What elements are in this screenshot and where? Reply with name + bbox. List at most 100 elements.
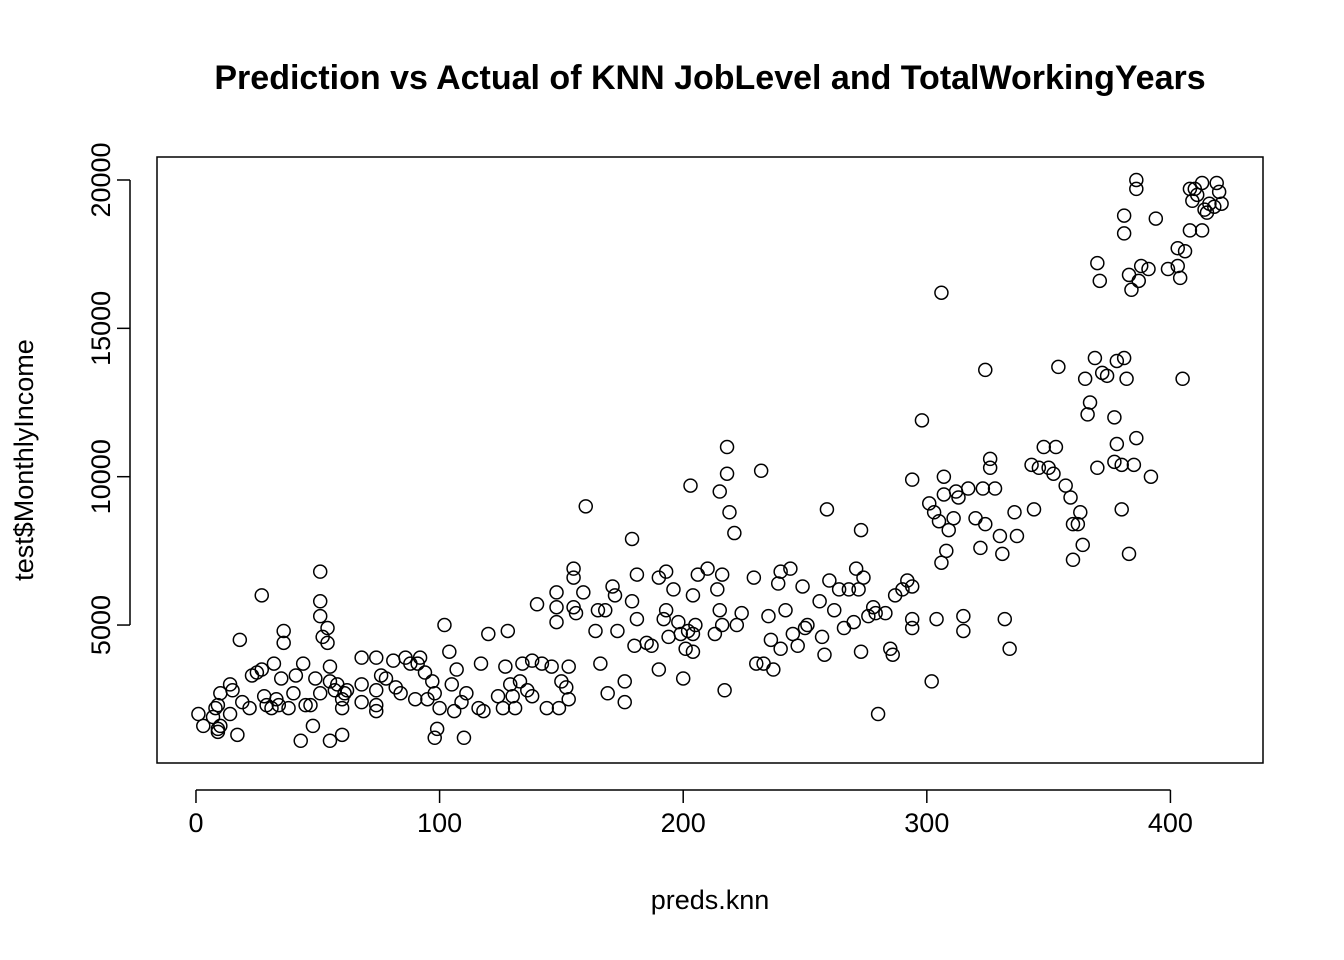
point [1075, 537, 1090, 553]
point [549, 599, 564, 615]
point [685, 588, 701, 603]
point [814, 629, 830, 645]
point [407, 691, 423, 707]
point [476, 703, 491, 719]
point [853, 522, 869, 538]
point [795, 579, 810, 594]
point [442, 644, 457, 659]
point [853, 644, 869, 659]
point [1009, 528, 1025, 544]
point [1046, 466, 1061, 481]
point [800, 617, 815, 633]
point [429, 721, 445, 737]
point [688, 617, 703, 633]
point [956, 608, 971, 624]
y-tick-label: 10000 [86, 439, 116, 514]
point [1114, 457, 1129, 473]
point [978, 516, 993, 532]
point [946, 510, 961, 526]
point [254, 662, 270, 677]
y-tick-label: 15000 [86, 291, 116, 366]
point [766, 662, 781, 677]
point [1087, 350, 1103, 366]
point [225, 683, 240, 698]
point [1214, 196, 1229, 211]
point [1209, 175, 1224, 191]
point [719, 466, 735, 481]
point [683, 478, 698, 493]
point [629, 567, 645, 582]
point [714, 617, 730, 633]
point [673, 626, 689, 642]
point [651, 662, 667, 677]
point [790, 638, 805, 654]
point [644, 638, 659, 654]
point [605, 579, 620, 594]
point [856, 570, 871, 585]
point [576, 585, 591, 600]
point [939, 543, 954, 559]
point [826, 602, 842, 618]
point [1024, 457, 1039, 473]
plot-frame [156, 156, 1264, 764]
point [778, 602, 793, 618]
x-tick-label: 400 [1148, 808, 1193, 838]
point [597, 602, 613, 618]
point [539, 700, 555, 716]
point [334, 727, 350, 743]
point [610, 623, 625, 639]
point [500, 623, 516, 639]
point [1051, 359, 1066, 375]
point [566, 561, 581, 576]
point [727, 525, 742, 541]
point [624, 531, 640, 547]
point [529, 597, 545, 612]
point [230, 727, 245, 743]
point [817, 647, 832, 662]
point [1119, 371, 1134, 387]
point [266, 656, 282, 671]
point [973, 540, 988, 556]
point [1109, 353, 1125, 369]
point [322, 733, 338, 748]
point [593, 656, 608, 671]
point [312, 686, 328, 701]
point [393, 686, 408, 701]
point [904, 579, 920, 594]
point [607, 588, 623, 603]
point [1116, 208, 1132, 223]
point [561, 659, 576, 674]
point [322, 674, 338, 689]
point [658, 564, 674, 579]
point [846, 614, 861, 630]
point [936, 469, 952, 484]
point [254, 588, 270, 603]
point [312, 608, 328, 624]
point [473, 656, 489, 671]
point [1082, 395, 1098, 410]
point [312, 564, 328, 579]
point [1090, 460, 1105, 476]
point [960, 481, 976, 496]
point [1207, 199, 1222, 214]
point [369, 683, 384, 698]
point [819, 502, 835, 517]
point [551, 700, 567, 716]
point [298, 697, 313, 713]
point [982, 451, 998, 467]
point [934, 285, 949, 300]
point [812, 594, 827, 609]
point [678, 641, 693, 657]
point [734, 605, 749, 621]
point [1141, 261, 1156, 277]
point [848, 561, 864, 576]
point [1036, 439, 1051, 455]
point [749, 656, 764, 671]
point [1092, 273, 1108, 289]
point [312, 594, 328, 609]
point [924, 674, 939, 689]
point [773, 641, 788, 657]
point [1175, 371, 1190, 387]
